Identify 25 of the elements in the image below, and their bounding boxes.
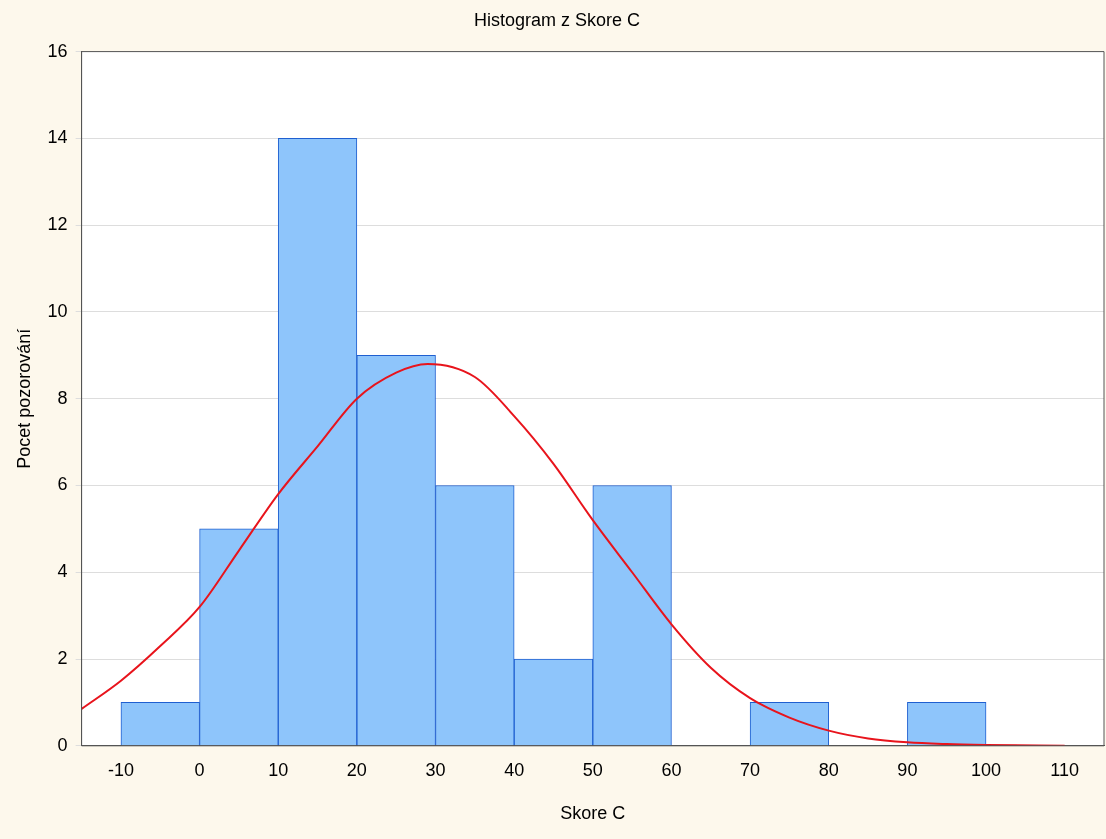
y-axis-title: Pocet pozorování xyxy=(13,328,34,469)
x-tick-label: 50 xyxy=(582,759,603,780)
chart-title: Histogram z Skore C xyxy=(473,9,641,30)
x-tick-label: 100 xyxy=(971,759,1002,780)
x-tick-label: 20 xyxy=(346,759,367,780)
x-tick-label: 90 xyxy=(897,759,918,780)
x-tick-label: 80 xyxy=(818,759,839,780)
y-tick-label: 2 xyxy=(57,647,68,668)
x-tick-label: 60 xyxy=(661,759,682,780)
x-axis-title: Skore C xyxy=(560,803,626,824)
y-tick-label: 14 xyxy=(47,127,68,148)
x-tick-label: -10 xyxy=(107,759,134,780)
y-tick-label: 0 xyxy=(57,734,68,755)
y-tick-label: 8 xyxy=(57,387,68,408)
x-tick-label: 30 xyxy=(425,759,446,780)
y-tick-label: 6 xyxy=(57,474,68,495)
x-tick-label: 40 xyxy=(504,759,525,780)
y-tick-label: 16 xyxy=(47,40,68,61)
y-tick-label: 10 xyxy=(47,300,68,321)
x-tick-label: 10 xyxy=(268,759,289,780)
y-tick-label: 12 xyxy=(47,214,68,235)
x-tick-label: 70 xyxy=(740,759,761,780)
x-tick-label: 110 xyxy=(1050,759,1080,780)
x-tick-label: 0 xyxy=(194,759,205,780)
y-tick-label: 4 xyxy=(57,561,68,582)
